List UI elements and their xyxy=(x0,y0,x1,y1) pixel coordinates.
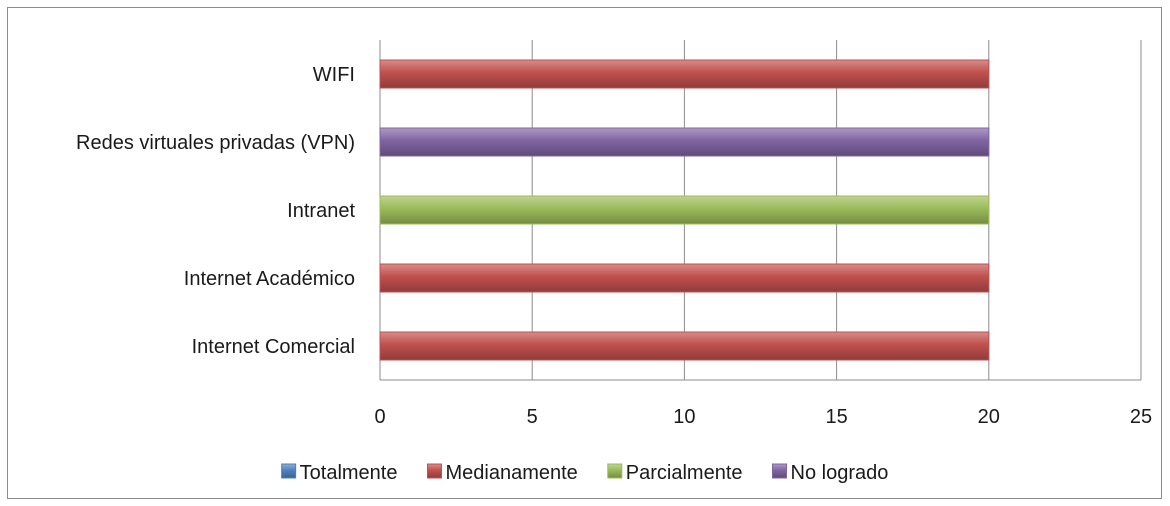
bar-medianamente xyxy=(379,331,990,361)
legend-item: Totalmente xyxy=(281,462,398,484)
legend-label: Parcialmente xyxy=(626,462,743,484)
x-tick-label: 0 xyxy=(374,406,385,428)
legend-item: No logrado xyxy=(772,462,889,484)
x-tick-label: 25 xyxy=(1130,406,1152,428)
chart-frame xyxy=(7,7,1162,499)
legend-swatch xyxy=(772,463,788,479)
x-tick-label: 20 xyxy=(978,406,1000,428)
x-tick-label: 10 xyxy=(673,406,695,428)
bar-medianamente xyxy=(379,263,990,293)
legend-item: Medianamente xyxy=(426,462,578,484)
category-label: Intranet xyxy=(287,200,355,222)
bar-no-logrado xyxy=(379,127,990,157)
legend-item: Parcialmente xyxy=(607,462,743,484)
bar-medianamente xyxy=(379,59,990,89)
category-label: Redes virtuales privadas (VPN) xyxy=(76,132,355,154)
legend-label: Medianamente xyxy=(445,462,577,484)
legend-swatch xyxy=(607,463,623,479)
legend-swatch xyxy=(426,463,442,479)
legend-swatch xyxy=(281,463,297,479)
legend-label: No logrado xyxy=(791,462,889,484)
legend-label: Totalmente xyxy=(300,462,398,484)
category-label: WIFI xyxy=(313,64,355,86)
x-tick-label: 15 xyxy=(825,406,847,428)
category-label: Internet Académico xyxy=(184,268,355,290)
category-label: Internet Comercial xyxy=(192,336,355,358)
bar-parcialmente xyxy=(379,195,990,225)
x-tick-label: 5 xyxy=(527,406,538,428)
